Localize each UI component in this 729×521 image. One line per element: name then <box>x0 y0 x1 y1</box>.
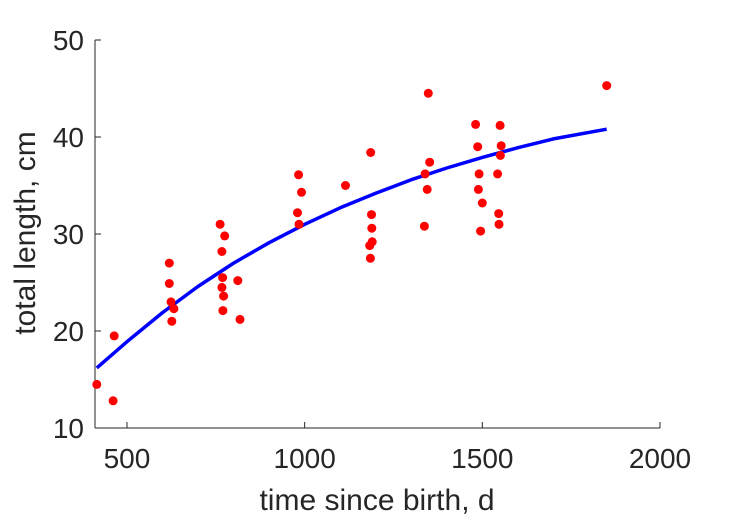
data-point <box>167 316 177 326</box>
series-layer <box>92 81 612 406</box>
data-point <box>220 231 230 241</box>
data-point <box>294 170 304 180</box>
data-point <box>215 219 225 229</box>
data-point <box>477 198 487 208</box>
data-point <box>471 119 481 129</box>
data-point <box>419 221 429 231</box>
data-point <box>341 181 350 190</box>
data-point <box>109 331 119 341</box>
data-point <box>164 279 174 288</box>
data-point <box>164 258 174 268</box>
data-point <box>219 291 229 301</box>
data-point <box>108 396 118 406</box>
x-tick-label: 500 <box>104 443 151 474</box>
x-tick-label: 1000 <box>274 443 336 474</box>
y-tick-label: 50 <box>53 25 84 56</box>
data-point <box>217 247 227 256</box>
data-point <box>493 169 503 179</box>
y-ticks: 10 20 30 40 50 <box>53 25 101 444</box>
data-point <box>218 306 228 316</box>
data-point <box>495 150 505 160</box>
data-point <box>235 314 245 324</box>
x-ticks: 500 1000 1500 2000 <box>104 422 691 474</box>
data-point <box>297 187 306 197</box>
data-point <box>494 219 504 229</box>
data-point <box>217 282 227 292</box>
data-point <box>367 210 376 220</box>
data-point <box>602 81 612 91</box>
data-point <box>92 379 102 389</box>
x-tick-label: 2000 <box>629 443 691 474</box>
data-point <box>166 297 176 307</box>
data-point <box>366 148 376 157</box>
data-point <box>473 184 483 194</box>
data-point <box>218 273 228 283</box>
data-point <box>365 253 375 263</box>
data-point <box>476 226 486 236</box>
fit-curve <box>95 127 608 370</box>
data-point <box>473 142 483 152</box>
y-axis-label: total length, cm <box>9 131 42 334</box>
data-point <box>294 219 304 229</box>
data-point <box>420 169 430 179</box>
data-point <box>495 120 505 130</box>
data-point <box>494 209 504 219</box>
data-point <box>423 88 433 98</box>
y-tick-label: 20 <box>53 316 84 347</box>
data-point <box>474 169 484 179</box>
y-tick-label: 30 <box>53 219 84 250</box>
x-tick-label: 1500 <box>451 443 513 474</box>
data-point <box>367 223 377 233</box>
x-axis-label: time since birth, d <box>259 484 494 517</box>
data-point <box>496 141 506 151</box>
data-point <box>422 184 432 194</box>
data-point <box>233 276 243 286</box>
data-point <box>293 208 302 218</box>
y-tick-label: 40 <box>53 122 84 153</box>
y-tick-label: 10 <box>53 413 84 444</box>
data-point <box>367 237 377 247</box>
data-point <box>425 157 435 167</box>
data-point <box>169 304 179 314</box>
